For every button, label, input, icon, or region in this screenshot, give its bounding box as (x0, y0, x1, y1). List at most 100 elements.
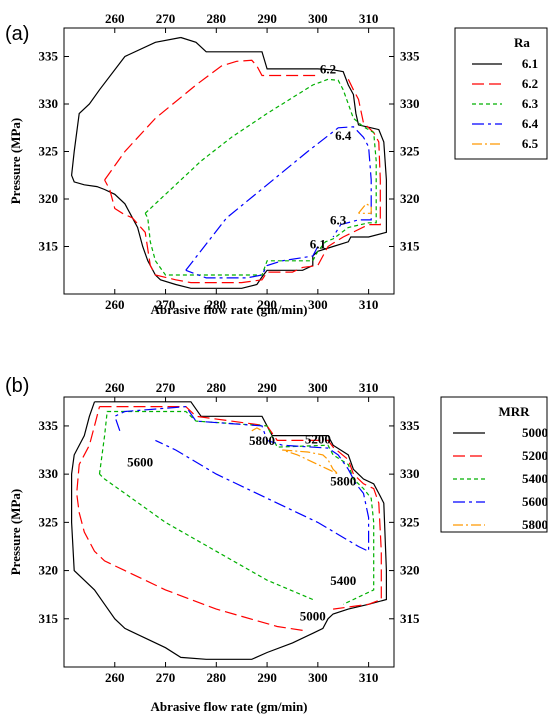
y-tick-label-right: 330 (400, 466, 420, 481)
legend-box-a (454, 27, 548, 160)
x-tick-label-bottom: 280 (207, 670, 227, 685)
contour-label-5600: 5600 (127, 454, 153, 469)
contour-label-6.1: 6.1 (310, 236, 326, 251)
contour-5200 (99, 406, 382, 610)
x-axis-title-b: Abrasive flow rate (gm/min) (150, 699, 307, 714)
contour-label-5200: 5200 (305, 431, 331, 446)
panel-a-label: (a) (5, 23, 29, 45)
contour-6.4-segment-2 (185, 246, 319, 279)
x-tick-label-top: 270 (156, 11, 176, 26)
y-tick-label-right: 325 (400, 144, 420, 159)
legend-entry-5200: 5200 (522, 448, 548, 463)
y-tick-label-right: 335 (400, 49, 420, 64)
x-tick-label-bottom: 260 (105, 297, 125, 312)
x-tick-label-bottom: 280 (207, 297, 227, 312)
legend-entry-5400: 5400 (522, 471, 548, 486)
y-tick-label-left: 320 (39, 191, 59, 206)
x-tick-label-top: 290 (257, 11, 277, 26)
x-tick-label-bottom: 310 (359, 297, 379, 312)
contour-label-6.3: 6.3 (330, 213, 347, 228)
legend-entry-5000: 5000 (522, 425, 548, 440)
contour-5800-segment-2 (282, 449, 339, 475)
x-tick-label-top: 300 (308, 380, 328, 395)
x-tick-label-top: 310 (359, 11, 379, 26)
y-tick-label-left: 330 (39, 96, 59, 111)
contour-labels-a: 6.2 6.4 6.3 6.1 (310, 62, 352, 252)
x-tick-label-bottom: 300 (308, 297, 328, 312)
y-tick-label-left: 320 (39, 563, 59, 578)
contour-5800 (251, 427, 263, 432)
legend-title-b: MRR (498, 404, 530, 419)
contour-label-6.2: 6.2 (320, 62, 336, 77)
contour-5400-segment-2 (99, 473, 314, 601)
x-tick-label-top: 300 (308, 11, 328, 26)
contour-labels-b: 5600 5800 5200 5800 5400 5000 (127, 431, 356, 623)
y-tick-label-left: 315 (39, 611, 59, 626)
contour-6.3 (144, 78, 377, 276)
contour-6.2-segment-2 (104, 79, 381, 284)
legend-entry-6.4: 6.4 (522, 116, 539, 131)
contour-5600 (114, 405, 370, 553)
legend-b: MRR 5000 5200 5400 5600 5800 (440, 396, 548, 533)
contour-5200-segment-2 (76, 406, 303, 631)
x-tick-label-top: 310 (359, 380, 379, 395)
contour-6.2 (104, 59, 318, 181)
x-tick-label-bottom: 270 (156, 670, 176, 685)
contours-a (70, 36, 387, 289)
y-tick-label-left: 315 (39, 239, 59, 254)
legend-entry-6.3: 6.3 (522, 96, 539, 111)
y-tick-label-right: 330 (400, 96, 420, 111)
y-tick-label-right: 315 (400, 611, 420, 626)
x-axis-title-a: Abrasive flow rate (gm/min) (150, 302, 307, 317)
y-tick-label-left: 335 (39, 49, 59, 64)
x-tick-label-top: 280 (207, 380, 227, 395)
legend-title-a: Ra (514, 35, 530, 50)
contour-label-5800: 5800 (330, 474, 356, 489)
legend-entry-6.1: 6.1 (522, 56, 538, 71)
x-tick-label-bottom: 290 (257, 297, 277, 312)
x-tick-label-top: 290 (257, 380, 277, 395)
legend-entry-5800: 5800 (522, 517, 548, 532)
contour-6.4 (185, 126, 372, 271)
contour-label-6.4: 6.4 (335, 128, 352, 143)
x-tick-label-bottom: 310 (359, 670, 379, 685)
contour-6.1 (70, 36, 387, 289)
legend-box-b (440, 396, 548, 533)
y-tick-label-left: 325 (39, 144, 59, 159)
y-tick-label-right: 325 (400, 514, 420, 529)
contour-label-5400: 5400 (330, 573, 356, 588)
ticks-b: 260 260 270 270 280 280 290 290 300 300 310 310 315 3… (39, 380, 421, 685)
ticks-a: 260 260 270 270 280 280 290 290 300 300 310 310 315 3… (39, 11, 421, 312)
x-tick-label-bottom: 290 (257, 670, 277, 685)
contours-b (71, 401, 387, 660)
panel-b: (b) 260 260 270 270 280 280 290 290 300 300 310 310… (5, 375, 548, 714)
panel-a: (a) 260 260 270 270 280 280 290 290 300 300 310 310… (5, 11, 548, 317)
legend-entry-5600: 5600 (522, 494, 548, 509)
x-tick-label-top: 260 (105, 380, 125, 395)
plot-frame-a (63, 27, 395, 295)
y-tick-label-right: 320 (400, 563, 420, 578)
contour-5400 (98, 410, 375, 605)
x-tick-label-bottom: 300 (308, 670, 328, 685)
x-tick-label-top: 280 (207, 11, 227, 26)
y-axis-title-a: Pressure (MPa) (8, 118, 23, 205)
contour-label-5800: 5800 (249, 433, 275, 448)
y-tick-label-left: 335 (39, 418, 59, 433)
legend-entry-6.2: 6.2 (522, 76, 538, 91)
x-tick-label-bottom: 270 (156, 297, 176, 312)
panel-b-label: (b) (5, 375, 29, 397)
legend-entry-6.5: 6.5 (522, 136, 539, 151)
legend-a: Ra 6.1 6.2 6.3 6.4 6.5 (454, 27, 548, 160)
y-tick-label-right: 320 (400, 191, 420, 206)
contour-5000 (71, 401, 387, 660)
y-tick-label-left: 330 (39, 466, 59, 481)
x-tick-label-top: 260 (105, 11, 125, 26)
plot-frame-b (63, 396, 395, 668)
y-tick-label-right: 315 (400, 239, 420, 254)
contour-6.5 (358, 203, 372, 214)
y-tick-label-left: 325 (39, 514, 59, 529)
y-axis-title-b: Pressure (MPa) (8, 489, 23, 576)
contour-label-5000: 5000 (300, 609, 326, 624)
x-tick-label-top: 270 (156, 380, 176, 395)
